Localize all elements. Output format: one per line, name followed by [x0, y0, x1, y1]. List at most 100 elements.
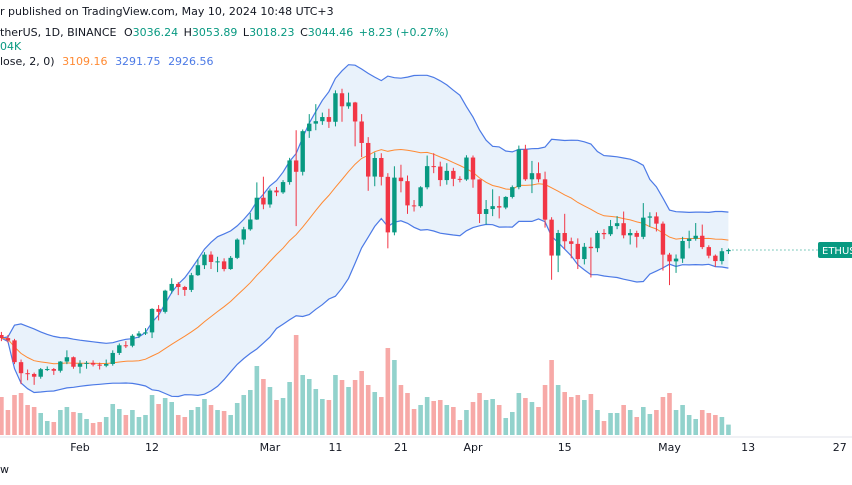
volume-bar: [392, 360, 397, 435]
candle-body: [562, 232, 567, 242]
candle-body: [582, 246, 587, 260]
band-fill: [1, 64, 729, 397]
volume-bar: [549, 360, 554, 435]
x-tick-label: 12: [145, 441, 159, 454]
x-tick-label: 13: [741, 441, 755, 454]
candle-body: [542, 179, 548, 220]
candle-body: [477, 179, 482, 214]
x-tick-label: May: [658, 441, 681, 454]
volume-bar: [38, 413, 43, 435]
volume-bar: [261, 379, 266, 435]
plot-area: ETHUS Feb 12 Mar 11 21 Apr 15 May 13 27: [0, 64, 852, 454]
candle-body: [307, 123, 312, 132]
candle-body: [385, 176, 391, 233]
x-tick-label: Feb: [70, 441, 89, 454]
candle-body: [5, 338, 11, 341]
volume-bar: [431, 401, 436, 435]
volume-bar: [523, 398, 528, 435]
candle-body: [405, 181, 410, 206]
x-tick-label: Mar: [260, 441, 281, 454]
candle-body: [654, 216, 659, 224]
volume-bar: [149, 395, 155, 435]
volume-bar: [673, 410, 679, 435]
candle-body: [700, 235, 705, 248]
candle-body: [280, 182, 286, 193]
volume-bar: [595, 410, 600, 435]
candle-body: [510, 187, 515, 197]
candle-body: [228, 257, 233, 270]
candle-body: [339, 93, 345, 107]
volume-bar: [12, 395, 17, 435]
candle-body: [51, 369, 56, 371]
candle-body: [64, 357, 70, 362]
candle-body: [379, 157, 384, 177]
volume-bar: [326, 400, 332, 435]
volume-bar: [90, 423, 96, 435]
candle-body: [516, 149, 522, 188]
candle-body: [470, 157, 476, 180]
candle-body: [267, 190, 273, 205]
volume-bar: [248, 390, 253, 435]
volume-bar: [103, 417, 109, 435]
candle-body: [346, 102, 351, 107]
candle-body: [248, 219, 253, 230]
price-label: ETHUS: [822, 246, 852, 257]
candle-body: [58, 361, 63, 371]
volume-bar: [470, 402, 476, 435]
volume-bar: [58, 410, 63, 435]
x-tick-label: 11: [328, 441, 342, 454]
volume-bar: [202, 399, 207, 435]
candle-body: [483, 209, 489, 214]
volume-bar: [339, 380, 345, 435]
volume-bar: [84, 419, 89, 435]
volume-bar: [418, 405, 423, 435]
volume-bar: [667, 393, 672, 435]
volume-bar: [385, 348, 391, 435]
candle-body: [424, 166, 430, 188]
candle-body: [497, 206, 502, 208]
volume-bar: [306, 379, 312, 435]
volume-bar: [503, 418, 509, 435]
footer-note: w: [0, 463, 9, 476]
candle-body: [706, 247, 711, 256]
volume-bar: [175, 415, 181, 435]
volume-bar: [516, 393, 522, 435]
volume-bar: [654, 410, 659, 435]
candle-body: [77, 363, 83, 367]
candle-body: [313, 121, 318, 124]
bands-settings: lose, 2, 0): [0, 55, 55, 68]
volume-bar: [31, 407, 37, 435]
candle-body: [641, 217, 646, 237]
candle-body: [569, 241, 574, 244]
candle-body: [333, 93, 338, 122]
candle-body: [235, 239, 240, 258]
volume-bar: [634, 417, 640, 435]
candle-body: [549, 219, 554, 256]
band-lower: [1, 217, 729, 398]
candle-body: [169, 283, 174, 291]
x-tick-label: 27: [833, 441, 847, 454]
candle-body: [182, 286, 187, 290]
candle-body: [523, 149, 528, 180]
volume-bar: [117, 409, 122, 435]
candle-body: [287, 160, 292, 183]
volume-bar: [451, 407, 456, 435]
candle-body: [608, 226, 613, 235]
volume-bar: [359, 371, 364, 435]
candle-body: [726, 249, 731, 252]
candle-body: [595, 232, 600, 249]
volume-bar: [726, 424, 731, 435]
candle-body: [117, 345, 122, 353]
candle-body: [713, 255, 718, 262]
candle-body: [352, 102, 358, 122]
candle-body: [25, 373, 30, 375]
candle-body: [438, 166, 443, 181]
volume-bar: [208, 405, 214, 435]
candle-body: [555, 232, 561, 256]
high-value: 3053.89: [192, 26, 238, 39]
open-value: 3036.24: [133, 26, 179, 39]
volume-bar: [156, 404, 161, 435]
volume-bar: [287, 382, 292, 435]
candle-body: [300, 131, 305, 172]
